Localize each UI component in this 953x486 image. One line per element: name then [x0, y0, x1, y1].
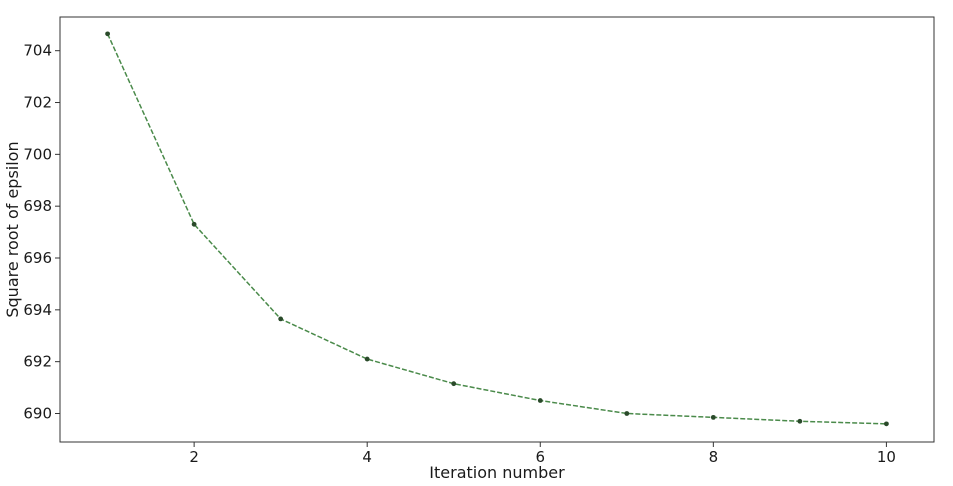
- x-tick-label: 8: [709, 448, 719, 466]
- y-axis-ticks: 690 692 694 696 698 700 702 704: [23, 42, 60, 422]
- data-point: [797, 418, 803, 424]
- y-tick-label: 692: [23, 353, 52, 371]
- x-tick-label: 4: [362, 448, 372, 466]
- data-point: [451, 381, 457, 387]
- data-point: [710, 414, 716, 420]
- y-tick-label: 696: [23, 249, 52, 267]
- y-tick-label: 694: [23, 301, 52, 319]
- data-point: [537, 398, 543, 403]
- data-point: [191, 221, 197, 227]
- data-point: [105, 31, 110, 37]
- plot-area: [59, 16, 935, 443]
- data-point: [624, 411, 630, 416]
- y-tick-label: 702: [23, 94, 52, 112]
- y-tick-label: 690: [23, 404, 52, 422]
- x-axis-label: Iteration number: [429, 463, 565, 482]
- y-tick-label: 700: [23, 145, 52, 163]
- data-point: [884, 421, 889, 427]
- x-axis-ticks: 2 4 6 8 10: [189, 442, 896, 466]
- series-layer: [105, 31, 889, 427]
- y-axis-label: Square root of epsilon: [3, 141, 22, 317]
- y-tick-label: 704: [23, 42, 52, 60]
- y-tick-label: 698: [23, 197, 52, 215]
- data-point: [278, 316, 284, 322]
- x-tick-label: 6: [535, 448, 545, 466]
- data-point: [364, 356, 370, 362]
- series-line: [106, 33, 887, 425]
- x-tick-label: 10: [877, 448, 896, 466]
- x-tick-label: 2: [189, 448, 199, 466]
